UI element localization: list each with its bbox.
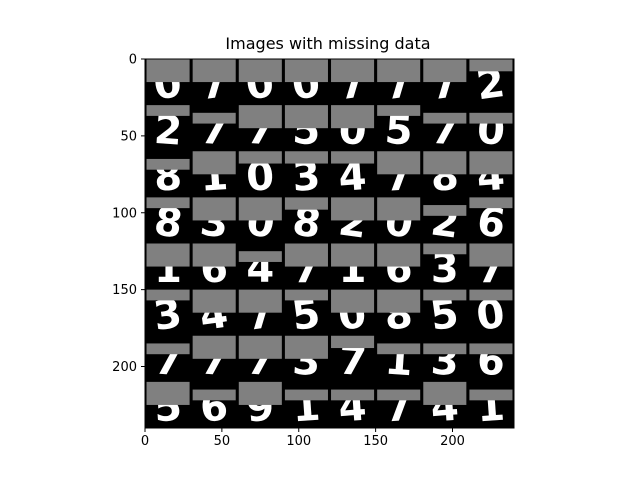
missing-band-0-2 xyxy=(238,59,282,83)
missing-band-7-4 xyxy=(331,389,375,401)
missing-band-0-4 xyxy=(331,59,375,83)
missing-band-7-1 xyxy=(192,389,236,401)
missing-band-4-5 xyxy=(377,243,421,267)
missing-band-5-0 xyxy=(146,289,190,301)
y-tick-label: 0 xyxy=(129,53,137,68)
missing-band-3-7 xyxy=(469,197,513,209)
missing-band-2-0 xyxy=(146,158,190,170)
missing-band-5-3 xyxy=(284,289,328,301)
missing-band-3-5 xyxy=(377,197,421,221)
missing-band-1-7 xyxy=(469,112,513,124)
missing-band-7-0 xyxy=(146,381,190,405)
missing-band-3-3 xyxy=(284,197,328,210)
missing-band-6-0 xyxy=(146,343,190,355)
missing-band-6-3 xyxy=(284,335,328,359)
missing-band-4-7 xyxy=(469,243,513,267)
missing-band-6-5 xyxy=(377,343,421,355)
missing-band-3-2 xyxy=(238,197,282,221)
missing-band-1-5 xyxy=(377,105,421,116)
missing-band-0-0 xyxy=(146,59,190,83)
y-tick-label: 100 xyxy=(112,206,137,221)
missing-band-0-5 xyxy=(377,59,421,83)
missing-band-3-6 xyxy=(423,205,467,216)
missing-band-1-0 xyxy=(146,105,190,116)
missing-band-7-3 xyxy=(284,389,328,401)
missing-band-6-1 xyxy=(192,335,236,359)
x-tick-label: 100 xyxy=(286,434,311,449)
missing-band-4-1 xyxy=(192,243,236,267)
missing-band-2-5 xyxy=(377,151,421,175)
chart-title: Images with missing data xyxy=(225,34,430,53)
missing-band-2-6 xyxy=(423,151,467,175)
missing-band-4-2 xyxy=(238,251,282,262)
missing-band-2-7 xyxy=(469,151,513,175)
axes-frame xyxy=(144,58,515,429)
x-tick-label: 150 xyxy=(363,434,388,449)
missing-band-4-0 xyxy=(146,243,190,267)
y-tick-label: 200 xyxy=(112,360,137,375)
x-tick-label: 200 xyxy=(440,434,465,449)
missing-band-7-2 xyxy=(238,381,282,405)
missing-band-7-7 xyxy=(469,389,513,401)
missing-band-1-6 xyxy=(423,112,467,124)
missing-band-5-4 xyxy=(331,289,375,313)
image-plot: 0 7 0 0 7 7 7 22 7 7 5 0 5 7 08 1 0 3 4 7 8 48 3 0 8 2 0 2 61 6 4 7 1 6 3 7… xyxy=(112,53,515,449)
missing-band-3-4 xyxy=(331,197,375,221)
missing-band-2-4 xyxy=(331,151,375,164)
missing-band-1-4 xyxy=(331,105,375,129)
missing-band-0-7 xyxy=(469,59,513,72)
missing-band-1-3 xyxy=(284,105,328,129)
x-tick-label: 50 xyxy=(214,434,231,449)
missing-band-5-2 xyxy=(238,289,282,313)
missing-band-5-6 xyxy=(423,289,467,301)
missing-band-1-2 xyxy=(238,105,282,129)
missing-band-2-3 xyxy=(284,151,328,164)
missing-band-5-7 xyxy=(469,289,513,301)
missing-band-6-4 xyxy=(331,335,375,349)
missing-band-0-1 xyxy=(192,59,236,83)
missing-band-5-1 xyxy=(192,289,236,313)
missing-band-7-6 xyxy=(423,381,467,405)
missing-band-6-2 xyxy=(238,335,282,359)
missing-band-4-3 xyxy=(284,243,328,267)
missing-band-0-3 xyxy=(284,59,328,83)
x-tick-label: 0 xyxy=(141,434,149,449)
missing-band-2-2 xyxy=(238,151,282,164)
missing-band-6-6 xyxy=(423,343,467,355)
y-tick-label: 50 xyxy=(120,129,137,144)
missing-band-3-1 xyxy=(192,197,236,221)
missing-band-5-5 xyxy=(377,289,421,313)
missing-band-2-1 xyxy=(192,151,236,175)
missing-band-3-0 xyxy=(146,197,190,209)
missing-band-4-6 xyxy=(423,243,467,255)
missing-band-1-1 xyxy=(192,112,236,124)
missing-band-0-6 xyxy=(423,59,467,83)
missing-band-6-7 xyxy=(469,343,513,355)
missing-band-7-5 xyxy=(377,389,421,401)
y-tick-label: 150 xyxy=(112,283,137,298)
missing-band-4-4 xyxy=(331,243,375,267)
